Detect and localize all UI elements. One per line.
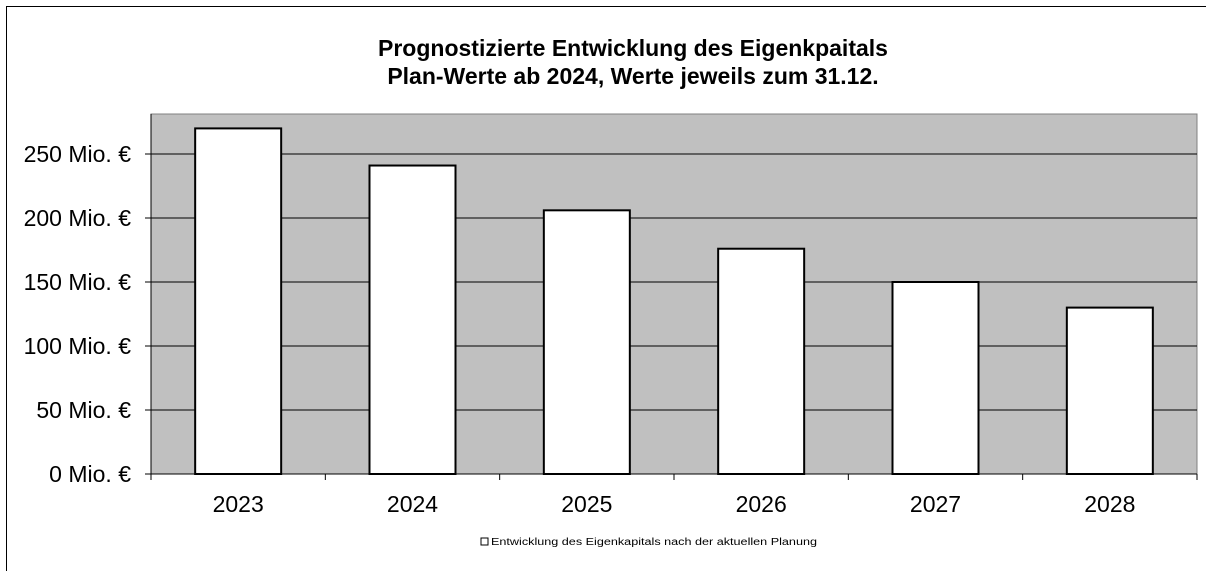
x-tick-label: 2023 [213, 491, 264, 517]
y-tick-labels: 0 Mio. € 50 Mio. € 100 Mio. € 150 Mio. € 200… [24, 141, 132, 487]
bar-2026 [717, 247, 806, 475]
chart-subtitle: Plan-Werte ab 2024, Werte jeweils zum 31… [387, 63, 878, 89]
y-tick-label: 50 Mio. € [36, 397, 131, 423]
y-tick-label: 250 Mio. € [24, 141, 132, 167]
x-tick-label: 2024 [387, 491, 438, 517]
chart-title: Prognostizierte Entwicklung des Eigenkpa… [378, 35, 888, 61]
chart-frame [6, 6, 1206, 571]
axes [145, 114, 1198, 480]
x-tick-label: 2028 [1084, 491, 1135, 517]
y-tick-label: 150 Mio. € [24, 269, 132, 295]
legend-swatch [480, 537, 489, 546]
bar-2023 [194, 127, 283, 475]
legend-label: Entwicklung des Eigenkapitals nach der a… [491, 537, 817, 548]
bar-2027 [891, 281, 980, 475]
x-tick-label: 2026 [736, 491, 787, 517]
gridlines [151, 153, 1197, 411]
plot-area [150, 113, 1198, 475]
y-tick-label: 100 Mio. € [24, 333, 132, 359]
bar-2028 [1065, 306, 1154, 475]
y-tick-label: 0 Mio. € [49, 461, 131, 487]
y-tick-label: 200 Mio. € [24, 205, 132, 231]
bar-2025 [542, 209, 631, 475]
bar-2024 [368, 164, 457, 476]
x-tick-label: 2027 [910, 491, 961, 517]
legend: Entwicklung des Eigenkapitals nach der a… [480, 537, 817, 548]
x-tick-label: 2025 [561, 491, 612, 517]
x-tick-labels: 2023 2024 2025 2026 2027 2028 [213, 491, 1136, 517]
